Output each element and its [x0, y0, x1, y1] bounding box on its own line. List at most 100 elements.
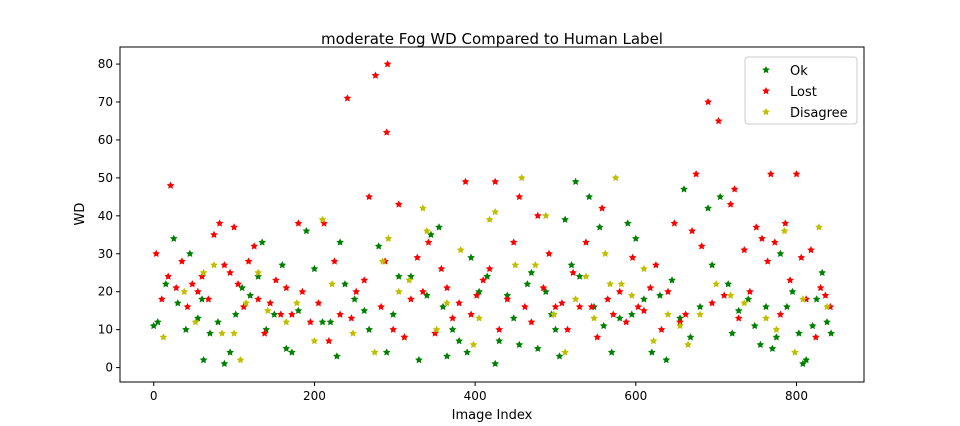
data-point	[676, 321, 684, 330]
data-point	[266, 299, 274, 307]
data-point	[288, 310, 296, 318]
data-point	[652, 261, 660, 269]
data-point	[170, 234, 178, 242]
data-point	[684, 340, 692, 349]
data-point	[509, 238, 518, 246]
data-point	[527, 318, 536, 326]
data-point	[720, 291, 728, 299]
data-point	[220, 261, 229, 269]
data-point	[288, 348, 296, 356]
data-point	[230, 329, 238, 337]
data-point	[762, 314, 770, 322]
data-point	[178, 257, 186, 265]
data-point	[686, 333, 695, 341]
data-point	[646, 283, 655, 292]
legend-label: Disagree	[790, 106, 848, 121]
data-point	[448, 314, 457, 322]
data-point	[780, 227, 789, 235]
data-point	[448, 325, 457, 333]
data-point	[330, 257, 339, 265]
data-point	[786, 276, 794, 284]
data-point	[210, 261, 218, 269]
plot-frame	[119, 46, 865, 383]
x-tick-label: 0	[150, 389, 158, 403]
x-tick-label: 400	[464, 389, 487, 403]
data-point	[634, 302, 642, 311]
data-point	[812, 295, 821, 303]
data-point	[495, 325, 503, 333]
data-point	[704, 204, 712, 212]
data-point	[166, 181, 175, 189]
data-point	[278, 261, 287, 269]
data-point	[194, 287, 202, 295]
y-tick-label: 60	[98, 133, 113, 147]
data-point	[424, 238, 433, 246]
data-point	[551, 325, 560, 333]
data-point	[601, 249, 610, 258]
data-point	[558, 299, 566, 307]
data-point	[555, 352, 564, 360]
data-point	[220, 359, 229, 368]
data-point	[467, 310, 475, 318]
data-point	[400, 333, 409, 341]
data-point	[310, 337, 319, 345]
data-point	[383, 60, 392, 68]
data-point	[154, 318, 162, 326]
data-point	[772, 333, 781, 341]
data-point	[435, 223, 443, 231]
data-point	[503, 295, 512, 303]
data-point	[772, 325, 781, 333]
data-point	[714, 117, 723, 125]
data-point	[611, 173, 620, 182]
data-point	[318, 318, 327, 326]
data-point	[561, 215, 569, 223]
data-point	[726, 291, 735, 299]
data-point	[818, 268, 826, 276]
data-point	[628, 253, 637, 261]
data-point	[491, 208, 499, 216]
data-point	[692, 170, 700, 178]
data-point	[816, 283, 825, 292]
data-point	[808, 321, 817, 330]
data-point	[781, 219, 790, 227]
data-point	[276, 310, 285, 318]
data-point	[776, 249, 785, 258]
data-point	[575, 302, 584, 311]
data-point	[768, 344, 777, 352]
data-point	[491, 359, 499, 368]
data-point	[628, 310, 636, 318]
data-point	[521, 302, 529, 311]
data-point	[767, 170, 775, 178]
data-point	[174, 299, 182, 307]
data-point	[328, 280, 336, 288]
data-point	[622, 318, 630, 326]
data-point	[534, 344, 542, 352]
data-point	[495, 337, 503, 345]
data-point	[264, 306, 272, 314]
data-point	[371, 71, 380, 79]
data-point	[258, 238, 266, 246]
data-point	[649, 337, 658, 345]
data-point	[469, 340, 478, 349]
data-point	[456, 246, 465, 254]
data-point	[609, 310, 618, 318]
data-point	[226, 268, 234, 276]
data-point	[607, 348, 616, 356]
data-point	[183, 302, 192, 311]
y-tick-label: 70	[98, 95, 113, 109]
data-point	[776, 310, 785, 318]
data-point	[728, 329, 736, 337]
data-point	[567, 261, 576, 269]
data-point	[282, 344, 291, 352]
data-point	[162, 280, 170, 288]
legend-item-ok: Ok	[762, 64, 808, 79]
data-point	[206, 329, 214, 337]
data-point	[272, 276, 280, 284]
data-point	[758, 234, 766, 242]
data-point	[341, 280, 349, 288]
x-tick-label: 200	[303, 389, 326, 403]
data-point	[515, 192, 524, 201]
data-point	[455, 299, 463, 307]
data-point	[696, 310, 704, 318]
data-point	[551, 302, 560, 311]
